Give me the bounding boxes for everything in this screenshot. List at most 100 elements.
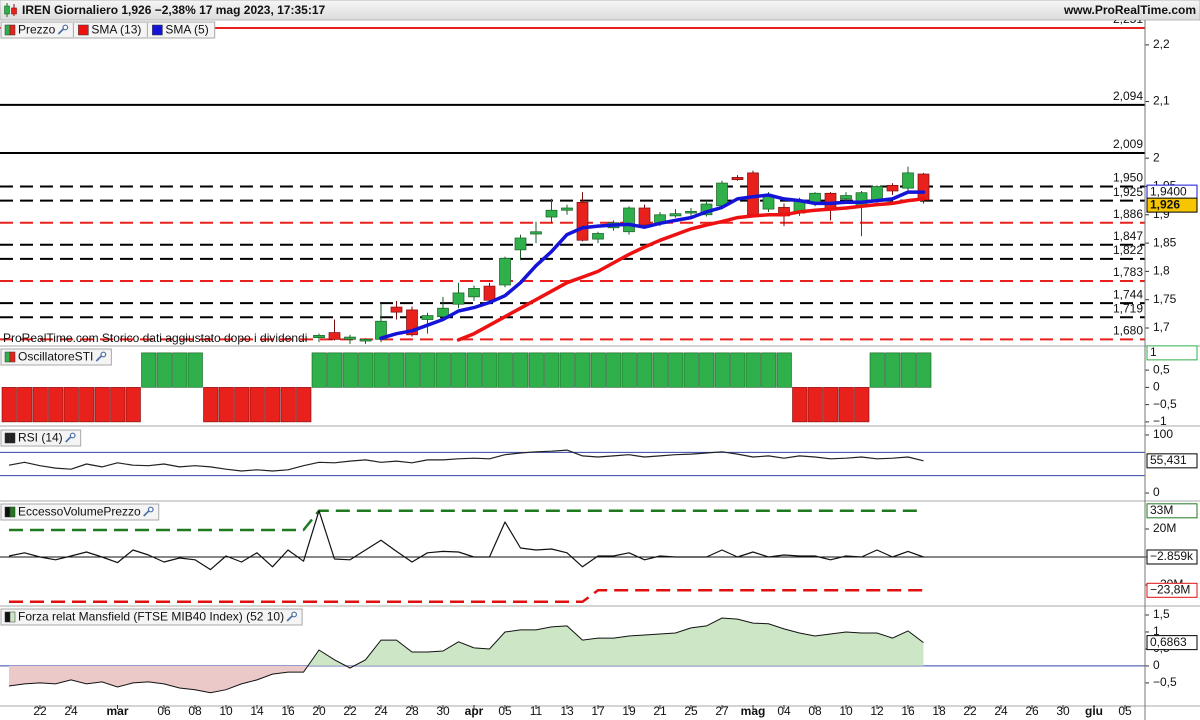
candle-body — [623, 207, 635, 233]
level-label: 1,925 — [1113, 185, 1143, 199]
candle-body — [499, 258, 511, 286]
level-label: 1,886 — [1113, 207, 1143, 221]
candle-body — [468, 288, 480, 298]
x-tick-label: 08 — [188, 704, 202, 718]
candle-body — [313, 335, 325, 338]
value-tag-box — [1146, 549, 1198, 565]
oscillator-bar — [807, 387, 823, 423]
candle-body — [561, 207, 573, 211]
legend-label: SMA (5) — [165, 23, 208, 37]
y-tick-label: 2,1 — [1153, 94, 1170, 108]
x-tick-label: 13 — [560, 704, 574, 718]
oscillator-bar — [404, 352, 420, 388]
legend: EccessoVolumePrezzo — [0, 503, 160, 521]
value-tag-box — [1146, 635, 1198, 651]
legend-icon — [9, 506, 16, 518]
panel — [0, 509, 1145, 604]
oscillator-bar — [745, 352, 761, 388]
signal-line — [9, 509, 924, 532]
oscillator-bar — [513, 352, 529, 388]
oscillator-bar — [156, 352, 172, 388]
value-tag: 1,9400 — [1150, 184, 1187, 198]
level-label: 2,251 — [1113, 12, 1143, 26]
oscillator-bar — [575, 352, 591, 388]
y-tick-label: 2,2 — [1153, 37, 1170, 51]
oscillator-bar — [389, 352, 405, 388]
legend-icon — [9, 24, 16, 36]
header-bar — [0, 0, 1200, 21]
sma-line — [456, 197, 926, 342]
x-tick-label: 25 — [684, 704, 698, 718]
oscillator-bar — [48, 387, 64, 423]
oscillator-bar — [885, 352, 901, 388]
oscillator-bar — [668, 352, 684, 388]
y-tick-label: 1 — [1153, 624, 1160, 638]
x-tick-label: 24 — [374, 704, 388, 718]
value-tag: 1,926 — [1150, 197, 1180, 211]
x-tick-label: 30 — [1056, 704, 1070, 718]
panel — [0, 617, 1145, 694]
oscillator-bar — [683, 352, 699, 388]
oscillator-bar — [528, 352, 544, 388]
level-label: 1,744 — [1113, 287, 1143, 301]
level-label: 1,783 — [1113, 265, 1143, 279]
x-tick-label: 18 — [932, 704, 946, 718]
candle-body — [871, 186, 883, 201]
candle-body — [576, 201, 589, 241]
candle-body — [902, 172, 914, 189]
x-tick-label: 16 — [901, 704, 915, 718]
header-site[interactable]: www.ProRealTime.com — [1063, 3, 1196, 17]
candle-body — [685, 211, 697, 214]
value-tag: 1 — [1150, 345, 1157, 359]
candle-body — [716, 182, 728, 207]
oscillator-bar — [296, 387, 312, 423]
candle-body — [840, 195, 852, 200]
y-tick-label: 1,7 — [1153, 320, 1170, 334]
legend-icon — [4, 506, 11, 518]
oscillator-bar — [435, 352, 451, 388]
value-tag-box — [1146, 345, 1198, 361]
oscillator-bar — [544, 352, 560, 388]
oscillator-bar — [559, 352, 575, 388]
x-tick-label: 24 — [64, 704, 78, 718]
oscillator-bar — [141, 352, 157, 388]
indicator-line — [8, 510, 924, 571]
oscillator-bar — [94, 387, 110, 423]
oscillator-bar — [342, 352, 358, 388]
legend: RSI (14) — [0, 429, 82, 447]
y-tick-label: 0 — [1153, 658, 1160, 672]
value-tag: 55,431 — [1150, 453, 1187, 467]
oscillator-bar — [125, 387, 141, 423]
legend-icon — [4, 432, 11, 444]
candle-body — [545, 209, 558, 218]
candle-body — [638, 207, 651, 226]
oscillator-bar — [187, 352, 203, 388]
x-tick-label: 22 — [963, 704, 977, 718]
x-tick-label: mag — [741, 704, 766, 718]
oscillator-bar — [79, 387, 95, 423]
level-label: 1,822 — [1113, 243, 1143, 257]
value-tag-box — [1146, 453, 1198, 469]
oscillator-bar — [249, 387, 265, 423]
x-tick-label: 08 — [808, 704, 822, 718]
y-tick-label: 1,75 — [1153, 292, 1177, 306]
x-tick-label: apr — [465, 704, 484, 718]
legend-label: RSI (14) — [18, 431, 63, 445]
y-tick-label: 2 — [1153, 150, 1160, 164]
level-label: 1,719 — [1113, 301, 1143, 315]
legend: OscillatoreSTI — [0, 348, 112, 366]
candle-body — [452, 292, 465, 305]
candle-body — [669, 213, 682, 217]
legend-icon — [9, 611, 16, 623]
wrench-icon-head — [100, 351, 107, 358]
candle-body — [390, 306, 403, 313]
oscillator-bar — [838, 387, 854, 423]
oscillator-bar — [497, 352, 513, 388]
signal-line — [9, 589, 924, 604]
oscillator-bar — [451, 352, 467, 388]
oscillator-bar — [590, 352, 606, 388]
level-label: 2,009 — [1113, 137, 1143, 151]
x-tick-label: 14 — [250, 704, 264, 718]
x-tick-label: mar — [106, 704, 128, 718]
